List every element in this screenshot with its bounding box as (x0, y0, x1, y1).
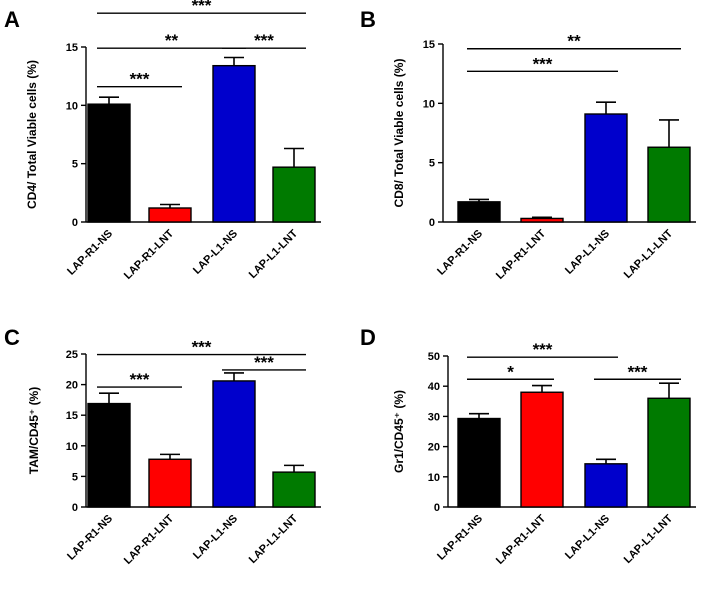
x-tick-label: LAP-L1-LNT (247, 512, 301, 566)
bar-3 (584, 463, 628, 508)
bar-4 (272, 471, 316, 508)
y-tick-label: 10 (66, 441, 78, 453)
bar-4 (272, 166, 316, 223)
y-tick-label: 10 (66, 100, 78, 112)
y-tick-label: 15 (423, 39, 435, 51)
bar-1 (87, 402, 131, 508)
y-tick-label: 0 (72, 217, 78, 229)
chart-panel-a: A 0 5 10 15 CD4/ Total Viable cells (%) LAP-R1… (4, 0, 321, 282)
chart-panel-c: C 0 5 10 15 20 25 TAM/CD45⁺ (%) LAP-R1-NS LAP-R1-… (4, 325, 321, 567)
y-tick-label: 15 (66, 42, 78, 54)
x-tick-label: LAP-R1-LNT (122, 227, 176, 281)
bar-4 (647, 397, 691, 508)
bar-3 (212, 64, 256, 223)
x-tick-label: LAP-R1-LNT (494, 227, 548, 281)
panel-letter: D (360, 325, 376, 350)
panel-letter: B (360, 7, 376, 32)
x-tick-label: LAP-L1-NS (191, 228, 240, 277)
significance-label: *** (254, 31, 274, 50)
x-tick-label: LAP-L1-LNT (622, 512, 676, 566)
x-tick-label: LAP-R1-LNT (494, 512, 548, 566)
x-tick-label: LAP-L1-NS (563, 228, 612, 277)
significance-label: *** (130, 370, 150, 389)
significance-label: *** (192, 0, 212, 15)
chart-panel-b: B 0 5 10 15 CD8/ Total Viable cells (%) LAP-R1… (360, 7, 696, 282)
significance-label: ** (165, 31, 179, 50)
significance-label: *** (192, 338, 212, 357)
y-tick-label: 10 (423, 98, 435, 110)
x-tick-label: LAP-R1-NS (65, 513, 115, 563)
y-tick-label: 30 (428, 411, 440, 423)
y-tick-label: 0 (434, 502, 440, 514)
y-tick-label: 40 (428, 381, 440, 393)
y-tick-label: 5 (72, 159, 78, 171)
x-tick-label: LAP-L1-NS (563, 513, 612, 562)
bar-1 (457, 417, 501, 508)
y-tick-label: 20 (66, 380, 78, 392)
y-tick-label: 50 (428, 351, 440, 363)
y-tick-label: 0 (429, 217, 435, 229)
significance-label: *** (628, 362, 648, 381)
y-axis-title: CD4/ Total Viable cells (%) (25, 60, 39, 209)
y-tick-label: 5 (429, 158, 435, 170)
bar-4 (647, 146, 691, 223)
y-tick-label: 5 (72, 471, 78, 483)
y-axis-title: Gr1/CD45⁺ (%) (392, 390, 406, 473)
y-tick-label: 10 (428, 472, 440, 484)
significance-label: ** (567, 32, 581, 51)
significance-label: *** (533, 54, 553, 73)
y-tick-label: 0 (72, 502, 78, 514)
panel-letter: C (4, 325, 20, 350)
y-axis-title: TAM/CD45⁺ (%) (27, 387, 41, 474)
y-tick-label: 20 (428, 442, 440, 454)
significance-label: *** (533, 340, 553, 359)
bar-2 (148, 458, 192, 508)
y-axis-title: CD8/ Total Viable cells (%) (392, 59, 406, 208)
x-tick-label: LAP-R1-LNT (122, 512, 176, 566)
x-tick-label: LAP-R1-NS (65, 228, 115, 278)
panel-letter: A (4, 7, 20, 32)
significance-label: *** (130, 70, 150, 89)
significance-label: *** (254, 353, 274, 372)
bar-1 (457, 201, 501, 223)
bar-2 (520, 217, 564, 223)
bar-3 (584, 113, 628, 223)
x-tick-label: LAP-L1-NS (191, 513, 240, 562)
chart-panel-d: D 0 10 20 30 40 50 Gr1/CD45⁺ (%) LAP-R1-NS LAP-R1… (360, 325, 696, 567)
significance-label: * (507, 362, 514, 381)
bar-2 (148, 207, 192, 223)
x-tick-label: LAP-L1-LNT (622, 227, 676, 281)
x-tick-label: LAP-R1-NS (435, 228, 485, 278)
x-tick-label: LAP-R1-NS (435, 513, 485, 563)
x-tick-label: LAP-L1-LNT (247, 227, 301, 281)
bar-1 (87, 103, 131, 223)
bar-2 (520, 391, 564, 508)
y-tick-label: 25 (66, 349, 78, 361)
y-tick-label: 15 (66, 410, 78, 422)
bar-3 (212, 380, 256, 508)
